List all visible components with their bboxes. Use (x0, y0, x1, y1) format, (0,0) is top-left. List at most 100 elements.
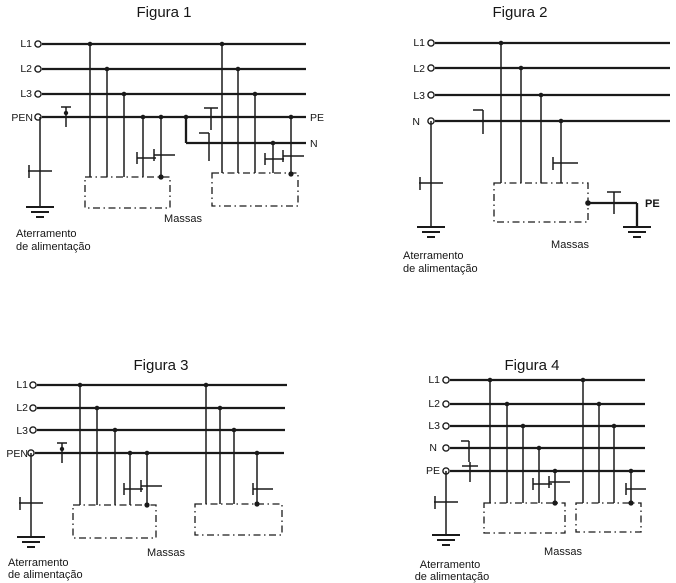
fig1-earth-conductor-tick (28, 165, 52, 178)
fig3-label-L1: L1 (16, 379, 28, 391)
fig1-pe-link-symbol (204, 107, 218, 130)
fig2-label-L1: L1 (413, 37, 425, 49)
fig2-label-L3: L3 (413, 90, 425, 102)
fig3-terminal-L1 (29, 381, 37, 389)
fig2-n-link-symbol (473, 109, 484, 134)
fig3-earthing-caption-1: Aterramento (8, 557, 69, 569)
fig1-earthing-caption-2: de alimentação (16, 241, 91, 253)
fig2-label-L2: L2 (413, 63, 425, 75)
fig1-label-L2: L2 (20, 63, 32, 75)
figure-4: Figura 4 L1 L2 L3 N PE (415, 357, 646, 583)
fig3-equipment-earth-symbol (123, 480, 162, 495)
fig4-terminal-L3 (442, 422, 450, 430)
fig3-label-L2: L2 (16, 402, 28, 414)
fig4-earth-conductor-tick (434, 496, 458, 509)
fig2-massas-label: Massas (551, 239, 589, 251)
fig1-terminal-L2 (34, 65, 42, 73)
fig1-terminal-L1 (34, 40, 42, 48)
fig2-source-earth (416, 121, 446, 238)
fig4-equipment-earth-symbol (532, 476, 570, 490)
fig2-label-PE: PE (645, 198, 660, 210)
figure-1-title: Figura 1 (136, 4, 191, 21)
fig4-massas-label: Massas (544, 546, 582, 558)
fig2-pe-earth: PE (585, 191, 660, 238)
fig3-right-installation (194, 382, 283, 536)
figure-2-title: Figura 2 (492, 4, 547, 21)
fig2-massas-box (493, 182, 589, 223)
fig1-n-link-symbol (199, 132, 210, 161)
fig1-pen-earth-tap-symbol (61, 106, 71, 127)
fig1-source-earth (25, 117, 55, 218)
fig3-earthing-caption-2: de alimentação (8, 569, 83, 581)
fig1-label-PEN: PEN (11, 112, 33, 124)
fig3-source-earth (16, 453, 46, 548)
fig1-label-N: N (310, 138, 318, 150)
fig2-conductor-lines (435, 41, 670, 123)
fig4-label-N: N (429, 442, 437, 454)
fig2-label-N: N (412, 116, 420, 128)
fig4-source-earth (431, 471, 461, 546)
figure-2: Figura 2 L1 L2 L3 N (403, 4, 670, 275)
fig3-terminal-L2 (29, 404, 37, 412)
fig4-earthing-caption-1: Aterramento (420, 559, 481, 571)
figure-3-title: Figura 3 (133, 357, 188, 374)
fig1-equipment-earth-symbol (136, 149, 175, 164)
fig4-label-L2: L2 (428, 398, 440, 410)
fig1-massas-label: Massas (164, 213, 202, 225)
fig4-label-L1: L1 (428, 374, 440, 386)
fig4-massas-box-right (575, 502, 642, 533)
fig4-earthing-caption-2: de alimentação (415, 571, 490, 583)
fig3-left-installation (72, 382, 162, 539)
fig4-terminal-N (442, 444, 450, 452)
fig4-terminal-L1 (442, 376, 450, 384)
fig1-earthing-caption-1: Aterramento (16, 228, 77, 240)
fig4-right-installation (575, 377, 646, 533)
fig3-equipment-earth-symbol-right (252, 483, 273, 495)
fig2-ground-icon (416, 226, 446, 238)
figure-4-title: Figura 4 (504, 357, 559, 374)
fig2-terminal-L3 (427, 91, 435, 99)
fig4-label-L3: L3 (428, 420, 440, 432)
fig1-conductor-lines (42, 42, 306, 145)
fig4-equipment-earth-symbol-right (625, 483, 646, 495)
fig1-label-L3: L3 (20, 88, 32, 100)
fig1-label-L1: L1 (20, 38, 32, 50)
fig2-terminal-L1 (427, 39, 435, 47)
fig3-label-PEN: PEN (6, 448, 28, 460)
figure-3: Figura 3 L1 L2 L3 PEN (6, 357, 287, 581)
fig2-earthing-caption-2: de alimentação (403, 263, 478, 275)
fig3-massas-box-right (194, 503, 283, 536)
figure-1: Figura 1 L1 L2 L3 PEN PE N (11, 4, 324, 253)
fig2-earthing-caption-1: Aterramento (403, 250, 464, 262)
fig3-massas-label: Massas (147, 547, 185, 559)
fig2-earth-conductor-tick (419, 177, 443, 190)
fig4-ground-icon (431, 534, 461, 546)
fig1-massas-box-right (211, 172, 299, 207)
fig3-massas-box-left (72, 504, 157, 539)
fig4-left-installation (483, 377, 570, 534)
fig4-terminal-L2 (442, 400, 450, 408)
fig4-massas-box-left (483, 502, 566, 534)
fig1-equipment-earth-symbol-right (264, 150, 304, 165)
fig1-terminal-L3 (34, 90, 42, 98)
fig4-pe-link-symbol (462, 462, 478, 482)
fig3-terminal-L3 (29, 426, 37, 434)
fig1-left-installation (84, 41, 175, 209)
fig1-massas-box-left (84, 176, 171, 209)
fig3-pen-earth-tap-symbol (57, 442, 67, 463)
fig2-pe-ground-icon (622, 226, 652, 238)
fig2-equipment-earth-symbol (552, 157, 578, 170)
fig3-conductor-lines (35, 383, 287, 455)
fig2-pe-tick-symbol (607, 191, 621, 214)
fig1-ground-icon (25, 206, 55, 218)
fig3-earth-conductor-tick (19, 497, 43, 510)
fig4-label-PE: PE (426, 465, 440, 477)
fig1-label-PE: PE (310, 112, 324, 124)
fig1-right-installation (211, 41, 304, 207)
fig3-ground-icon (16, 536, 46, 548)
fig4-n-link-symbol (461, 440, 470, 462)
fig3-label-L3: L3 (16, 425, 28, 437)
fig2-terminal-L2 (427, 64, 435, 72)
